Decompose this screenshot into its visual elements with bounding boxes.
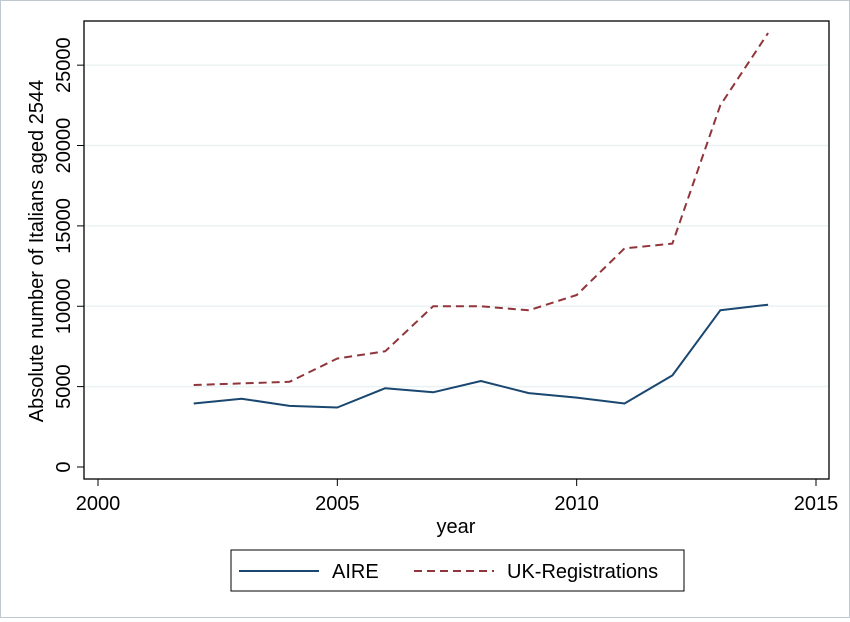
x-tick-label-2000: 2000 [76, 493, 121, 515]
x-tick-label-2015: 2015 [794, 493, 839, 515]
y-tick-label-15000: 15000 [53, 198, 75, 254]
x-tick-label-2005: 2005 [315, 493, 360, 515]
y-tick-label-25000: 25000 [53, 37, 75, 93]
series-line-uk-registrations [194, 33, 768, 385]
x-axis-ticks: 2000 2005 2010 2015 [76, 479, 839, 515]
series-lines [194, 33, 768, 408]
gridlines [85, 65, 828, 386]
x-axis-label: year [437, 516, 476, 538]
legend-label-uk-registrations: UK-Registrations [507, 561, 658, 583]
y-tick-label-20000: 20000 [53, 118, 75, 174]
series-line-aire [194, 305, 768, 408]
plot-area-border [84, 21, 829, 479]
y-tick-label-10000: 10000 [53, 278, 75, 334]
legend: AIRE UK-Registrations [231, 550, 684, 591]
y-tick-label-5000: 5000 [53, 364, 75, 409]
x-tick-label-2010: 2010 [554, 493, 599, 515]
y-tick-label-0: 0 [53, 461, 75, 472]
y-axis-label: Absolute number of Italians aged 2544 [26, 80, 48, 422]
y-axis-ticks: 0 5000 10000 15000 20000 25000 [53, 37, 84, 472]
legend-label-aire: AIRE [332, 561, 379, 583]
